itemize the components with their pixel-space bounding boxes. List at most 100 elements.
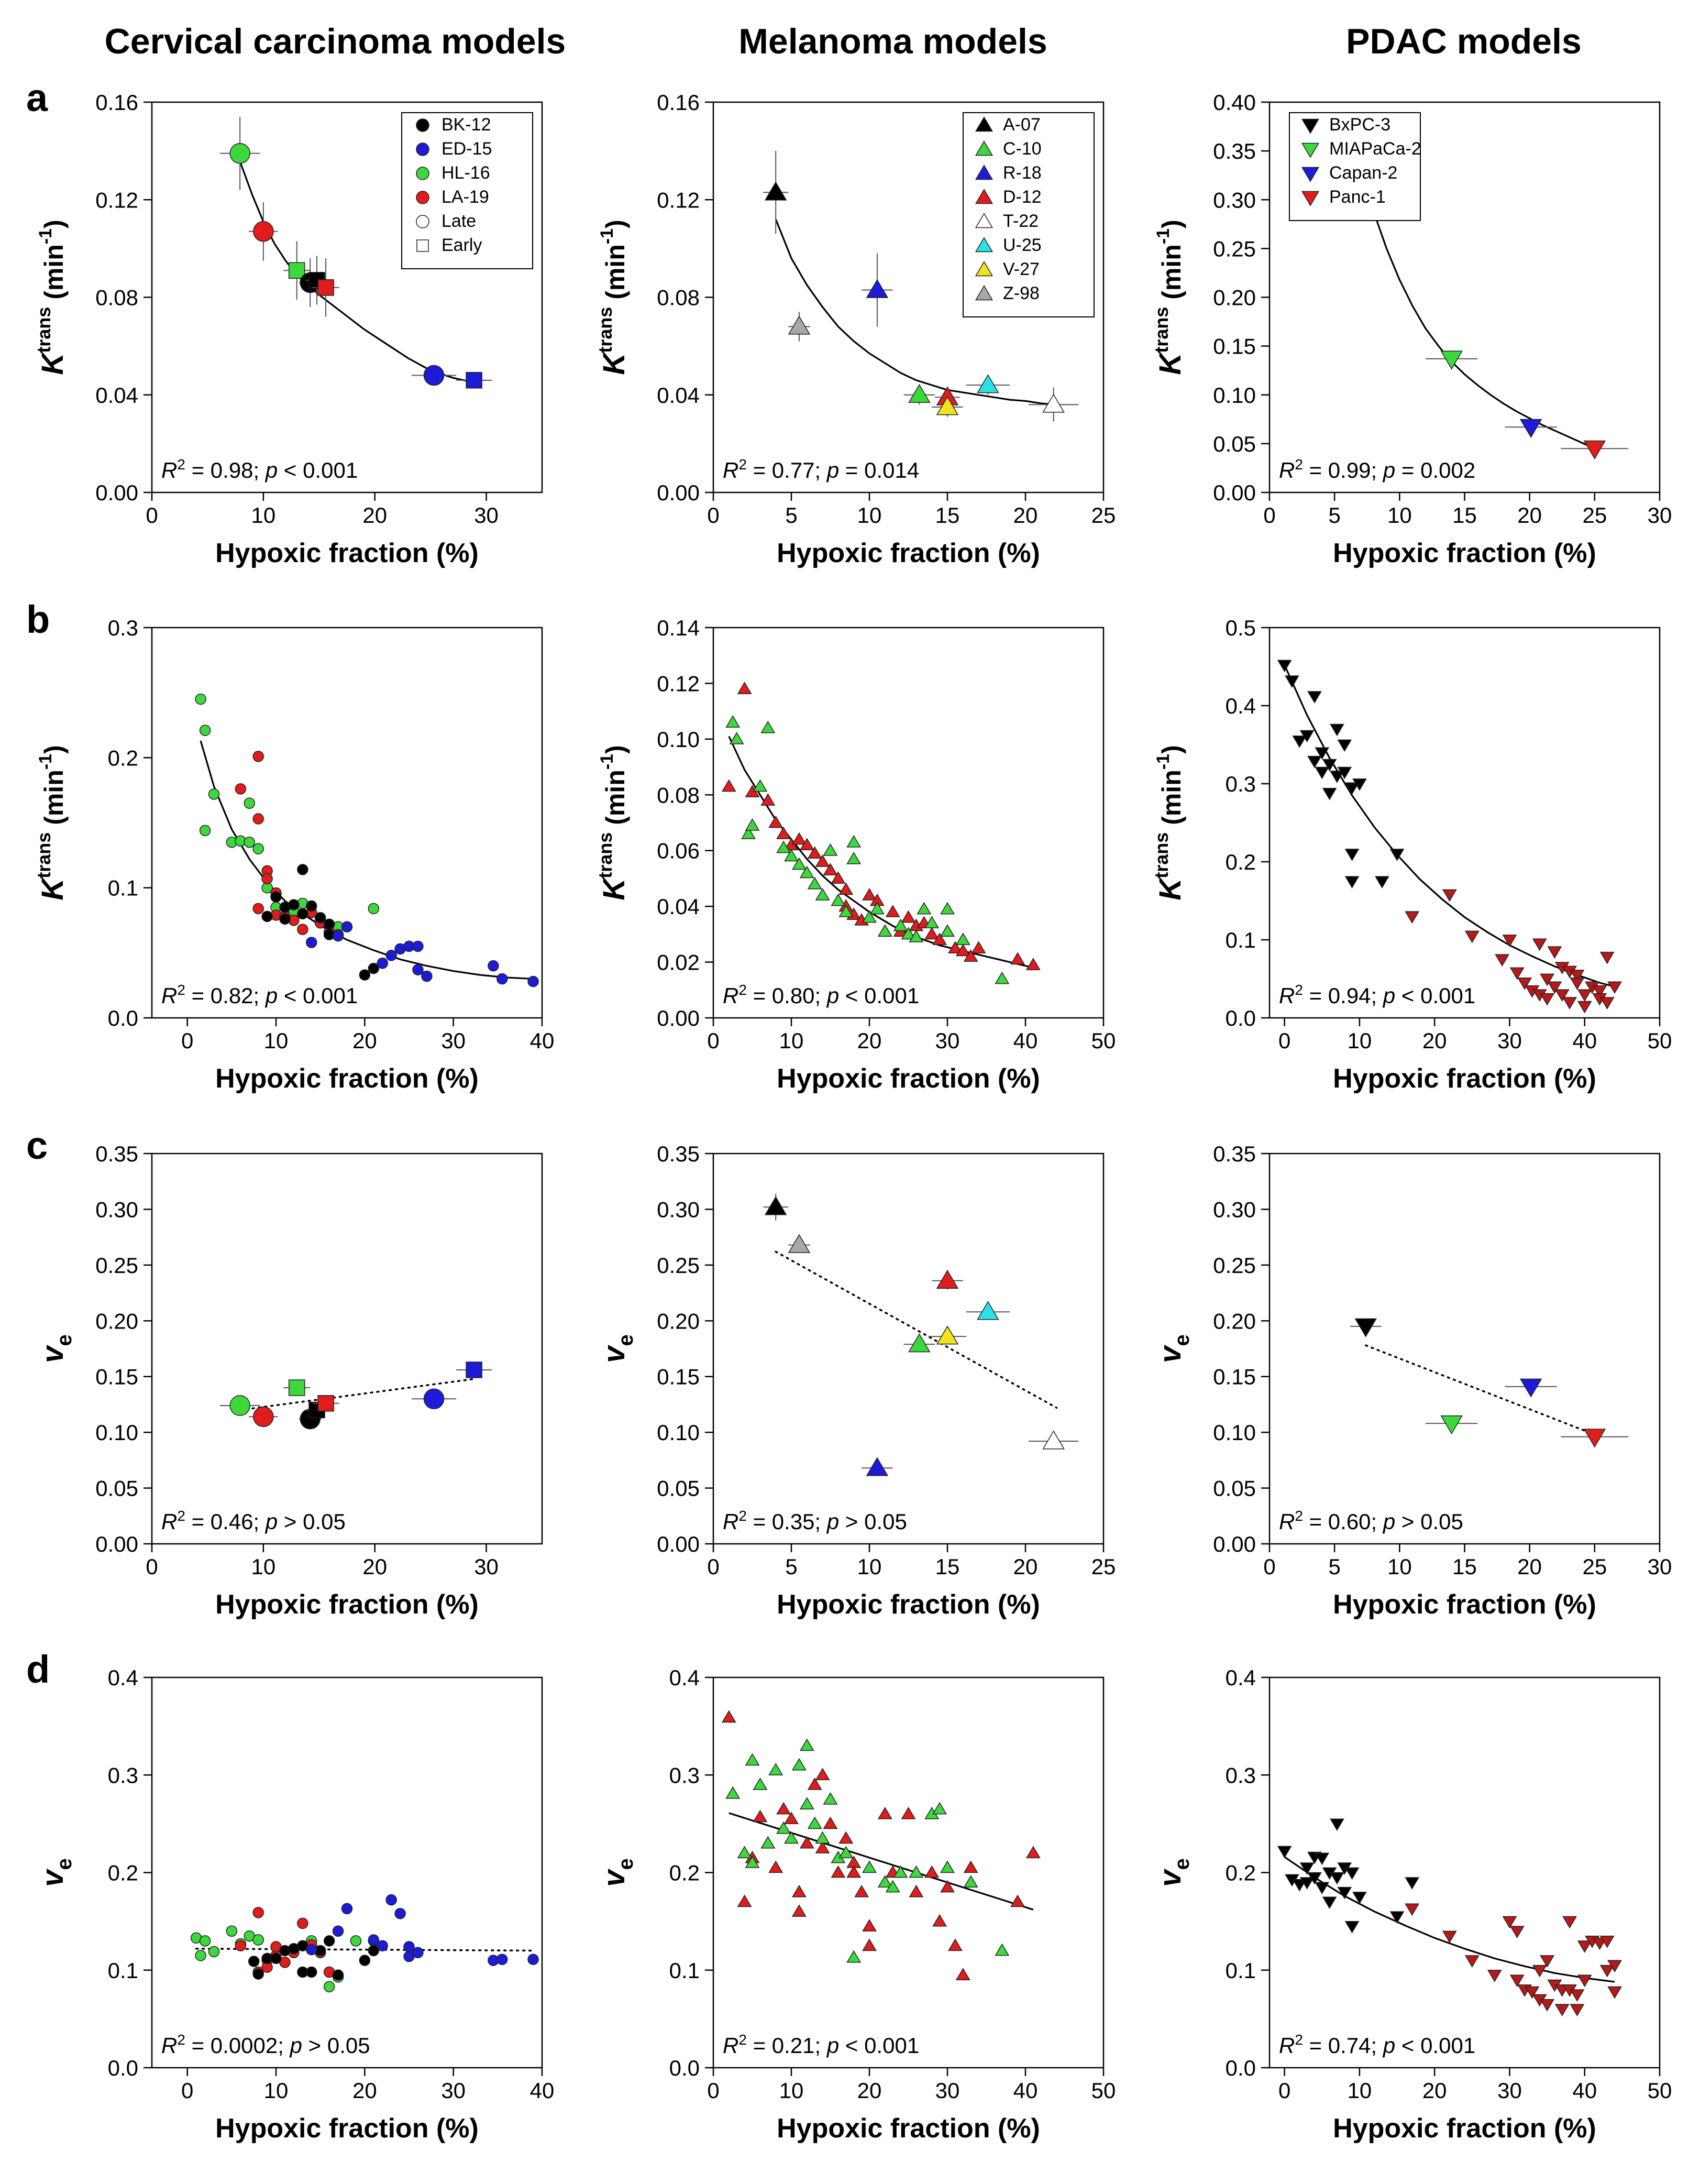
- data-point: [1547, 981, 1562, 994]
- data-point: [1315, 747, 1330, 760]
- data-point: [323, 1935, 335, 1947]
- data-point: [977, 374, 999, 393]
- data-point: [1525, 1986, 1540, 1999]
- y-axis-title: ve: [36, 1858, 76, 1887]
- x-tick-label: 10: [857, 1554, 882, 1579]
- data-point: [971, 941, 986, 953]
- y-axis-title-text: ve: [36, 1334, 76, 1363]
- x-tick-label: 15: [1452, 1554, 1477, 1579]
- data-point: [815, 1768, 830, 1781]
- data-point: [947, 1938, 963, 1951]
- y-tick-label: 0.05: [95, 1476, 138, 1501]
- data-point: [252, 903, 264, 915]
- data-point: [846, 851, 862, 864]
- y-tick-label: 0.35: [657, 1142, 700, 1166]
- x-tick-label: 10: [779, 2078, 804, 2103]
- x-axis-title: Hypoxic fraction (%): [777, 2113, 1040, 2144]
- x-tick-label: 15: [935, 1554, 960, 1579]
- data-point: [1322, 759, 1337, 772]
- y-axis-title: ve: [1153, 1858, 1194, 1887]
- data-point: [908, 1333, 931, 1353]
- legend-marker: [975, 189, 993, 204]
- data-point: [1599, 1935, 1615, 1948]
- data-point: [297, 908, 308, 920]
- data-point: [768, 1763, 783, 1775]
- fit-line: [1284, 664, 1615, 987]
- data-point: [248, 1956, 260, 1967]
- y-tick-label: 0.1: [1226, 1958, 1256, 1983]
- x-tick-label: 0: [707, 1554, 719, 1579]
- data-point: [745, 1856, 760, 1868]
- y-tick-label: 0.0: [1226, 1006, 1256, 1030]
- data-point: [403, 1941, 415, 1952]
- data-point: [995, 1943, 1010, 1956]
- data-point: [1330, 1872, 1344, 1885]
- y-axis-title-text: Ktrans (min-1): [594, 220, 631, 375]
- data-point: [831, 893, 846, 906]
- data-point: [332, 930, 344, 942]
- stat-label: R2 = 0.82; p < 0.001: [161, 982, 358, 1008]
- chart-a2: 0 5 10 15 20 25 0.00 0.04 0.08 0.12 0.16 Hypoxic fr…: [594, 90, 1116, 568]
- x-tick-label: 10: [1387, 1554, 1412, 1579]
- legend-marker: [1301, 142, 1320, 158]
- data-point: [791, 857, 807, 870]
- legend-marker: [975, 285, 993, 301]
- data-point: [764, 1196, 787, 1215]
- x-axis-title: Hypoxic fraction (%): [215, 1589, 479, 1620]
- y-tick-label: 0.4: [669, 1665, 700, 1690]
- data-point: [753, 1777, 768, 1790]
- y-tick-label: 0.5: [1226, 616, 1256, 640]
- data-point: [737, 1846, 752, 1859]
- data-point: [1344, 782, 1360, 795]
- y-tick-label: 0.3: [108, 616, 138, 640]
- x-tick-label: 25: [1582, 1554, 1607, 1579]
- data-point: [359, 969, 371, 981]
- data-point: [1532, 1964, 1547, 1978]
- data-point: [977, 1301, 999, 1320]
- data-point: [823, 1816, 838, 1829]
- data-point: [252, 1934, 264, 1946]
- x-tick-label: 50: [1091, 2078, 1116, 2103]
- x-tick-label: 0: [707, 1028, 719, 1053]
- legend-marker: [975, 237, 993, 253]
- data-point: [235, 783, 247, 795]
- data-point: [1577, 1001, 1592, 1014]
- plot-frame: [151, 627, 543, 1019]
- y-axis-title-text: Ktrans (min-1): [1151, 745, 1187, 900]
- legend-label: U-25: [1003, 235, 1042, 255]
- data-point: [1440, 1415, 1463, 1434]
- data-point: [940, 902, 955, 915]
- y-tick-label: 0.12: [95, 188, 138, 212]
- x-tick-label: 50: [1648, 1028, 1672, 1053]
- x-tick-label: 0: [1278, 1028, 1290, 1053]
- data-point: [466, 1362, 482, 1378]
- data-point: [1562, 997, 1577, 1009]
- y-axis-title-text: Ktrans (min-1): [594, 745, 631, 900]
- data-point: [1344, 849, 1360, 861]
- data-point: [745, 818, 760, 831]
- x-tick-label: 10: [251, 503, 275, 528]
- x-tick-label: 40: [530, 2078, 555, 2103]
- data-point: [1322, 787, 1337, 800]
- x-tick-label: 40: [1572, 1028, 1597, 1053]
- data-point: [1540, 993, 1555, 1006]
- x-tick-label: 5: [1328, 1554, 1340, 1579]
- data-point: [323, 1981, 335, 1993]
- x-tick-label: 40: [1572, 2078, 1597, 2103]
- x-tick-label: 30: [935, 2078, 960, 2103]
- data-point: [1570, 1989, 1585, 2002]
- data-point: [815, 854, 830, 867]
- fit-line: [775, 1250, 1058, 1409]
- x-tick-label: 40: [1013, 1028, 1038, 1053]
- data-point: [1285, 675, 1299, 688]
- data-point: [1519, 419, 1542, 438]
- fit-line: [775, 218, 1057, 405]
- data-point: [496, 1953, 508, 1966]
- legend: BK-12 ED-15 HL-16 LA-19 Late Early: [401, 112, 533, 269]
- x-tick-label: 10: [1348, 2078, 1372, 2103]
- data-point: [1330, 723, 1344, 737]
- y-tick-label: 0.3: [1226, 1763, 1256, 1787]
- y-tick-label: 0.3: [1226, 772, 1256, 796]
- data-point: [488, 960, 499, 972]
- y-axis-title: Ktrans (min-1): [33, 220, 70, 375]
